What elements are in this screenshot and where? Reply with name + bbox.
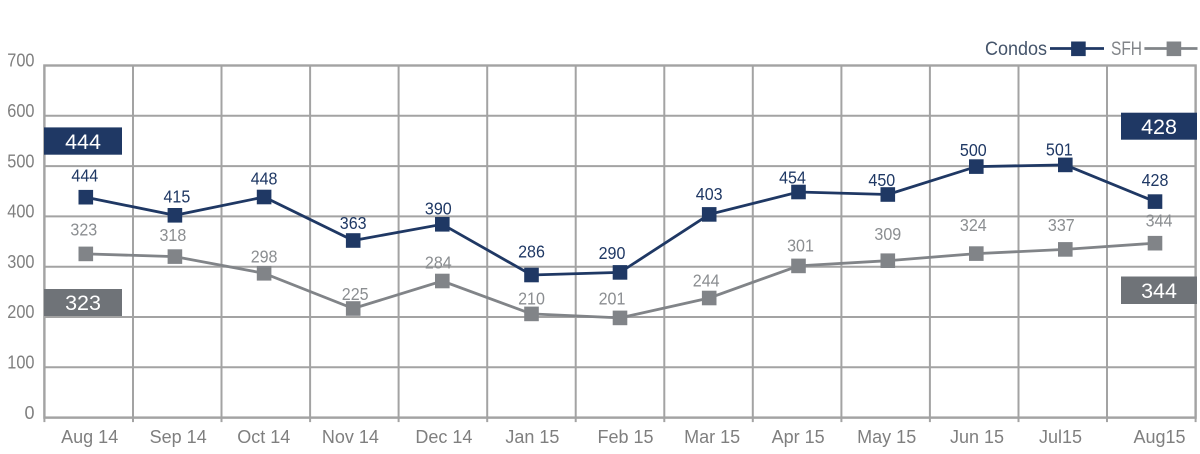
svg-text:Oct 14: Oct 14 [237, 427, 290, 447]
svg-text:390: 390 [425, 199, 452, 219]
svg-text:298: 298 [251, 247, 278, 267]
svg-text:448: 448 [251, 168, 278, 188]
svg-text:Apr 15: Apr 15 [772, 427, 825, 447]
svg-text:Condos: Condos [985, 39, 1047, 60]
svg-text:Aug 14: Aug 14 [61, 427, 118, 447]
svg-text:290: 290 [599, 243, 626, 263]
svg-text:SFH: SFH [1111, 39, 1142, 60]
svg-text:May 15: May 15 [857, 427, 916, 447]
svg-text:Mar 15: Mar 15 [684, 427, 740, 447]
svg-text:500: 500 [7, 151, 34, 171]
svg-text:318: 318 [160, 225, 187, 245]
svg-text:284: 284 [425, 252, 452, 272]
svg-text:200: 200 [7, 302, 34, 322]
svg-text:201: 201 [599, 288, 626, 308]
svg-text:301: 301 [787, 235, 814, 255]
svg-text:400: 400 [7, 202, 34, 222]
svg-text:324: 324 [960, 215, 987, 235]
svg-text:Aug15: Aug15 [1133, 427, 1185, 447]
svg-text:Jan 15: Jan 15 [505, 427, 559, 447]
svg-text:403: 403 [696, 184, 723, 204]
svg-text:428: 428 [1141, 115, 1177, 139]
svg-text:244: 244 [693, 270, 720, 290]
svg-text:286: 286 [518, 241, 545, 261]
svg-text:300: 300 [7, 252, 34, 272]
svg-text:344: 344 [1141, 279, 1177, 303]
svg-text:Dec 14: Dec 14 [415, 427, 472, 447]
svg-text:Feb 15: Feb 15 [597, 427, 653, 447]
svg-text:428: 428 [1142, 170, 1169, 190]
svg-text:444: 444 [71, 166, 98, 186]
svg-text:323: 323 [70, 219, 97, 239]
svg-text:454: 454 [779, 167, 806, 187]
svg-text:444: 444 [65, 130, 101, 154]
svg-text:Jun 15: Jun 15 [950, 427, 1004, 447]
svg-text:225: 225 [342, 284, 369, 304]
svg-text:450: 450 [868, 170, 895, 190]
svg-text:363: 363 [340, 213, 367, 233]
svg-text:210: 210 [518, 288, 545, 308]
svg-text:323: 323 [65, 291, 101, 315]
svg-text:600: 600 [7, 101, 34, 121]
svg-text:309: 309 [874, 224, 901, 244]
svg-text:Jul15: Jul15 [1039, 427, 1082, 447]
svg-text:415: 415 [164, 187, 191, 207]
svg-text:0: 0 [24, 403, 34, 423]
svg-text:344: 344 [1146, 211, 1173, 231]
svg-text:Sep 14: Sep 14 [150, 427, 207, 447]
svg-text:700: 700 [7, 51, 34, 71]
svg-text:500: 500 [960, 140, 987, 160]
svg-text:337: 337 [1048, 215, 1075, 235]
svg-text:100: 100 [7, 353, 34, 373]
svg-text:Nov 14: Nov 14 [322, 427, 379, 447]
svg-text:501: 501 [1046, 139, 1073, 159]
